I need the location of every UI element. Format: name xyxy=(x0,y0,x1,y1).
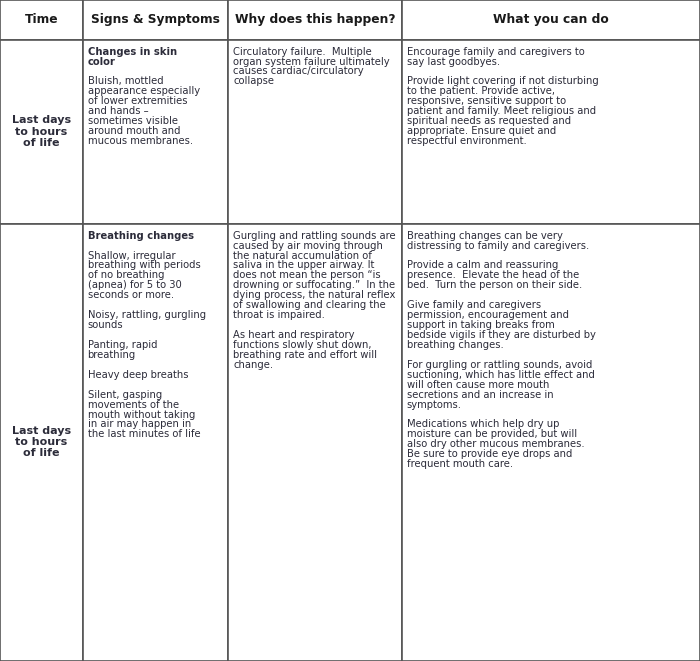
Text: the natural accumulation of: the natural accumulation of xyxy=(233,251,372,260)
Text: bedside vigils if they are disturbed by: bedside vigils if they are disturbed by xyxy=(407,330,596,340)
Text: Shallow, irregular: Shallow, irregular xyxy=(88,251,175,260)
Text: permission, encouragement and: permission, encouragement and xyxy=(407,310,568,320)
Text: respectful environment.: respectful environment. xyxy=(407,136,526,146)
Text: symptoms.: symptoms. xyxy=(407,400,462,410)
Text: Last days: Last days xyxy=(12,116,71,126)
Text: of life: of life xyxy=(23,448,60,458)
Text: appropriate. Ensure quiet and: appropriate. Ensure quiet and xyxy=(407,126,556,136)
Text: of no breathing: of no breathing xyxy=(88,270,164,280)
Bar xyxy=(83,0,228,40)
Text: Circulatory failure.  Multiple: Circulatory failure. Multiple xyxy=(233,46,372,57)
Text: throat is impaired.: throat is impaired. xyxy=(233,310,325,320)
Bar xyxy=(83,40,228,224)
Text: Last days: Last days xyxy=(12,426,71,436)
Text: also dry other mucous membranes.: also dry other mucous membranes. xyxy=(407,440,584,449)
Text: sounds: sounds xyxy=(88,320,123,330)
Text: breathing: breathing xyxy=(88,350,136,360)
Text: sometimes visible: sometimes visible xyxy=(88,116,178,126)
Text: to hours: to hours xyxy=(15,126,67,137)
Bar xyxy=(228,40,402,224)
Text: in air may happen in: in air may happen in xyxy=(88,420,190,430)
Text: does not mean the person “is: does not mean the person “is xyxy=(233,270,381,280)
Text: patient and family. Meet religious and: patient and family. Meet religious and xyxy=(407,106,596,116)
Text: color: color xyxy=(88,57,116,67)
Text: What you can do: What you can do xyxy=(493,13,609,26)
Text: Medications which help dry up: Medications which help dry up xyxy=(407,420,559,430)
Text: Provide light covering if not disturbing: Provide light covering if not disturbing xyxy=(407,77,598,87)
Text: causes cardiac/circulatory: causes cardiac/circulatory xyxy=(233,67,364,77)
Text: frequent mouth care.: frequent mouth care. xyxy=(407,459,513,469)
Text: Breathing changes can be very: Breathing changes can be very xyxy=(407,231,563,241)
Text: collapse: collapse xyxy=(233,77,274,87)
Text: breathing changes.: breathing changes. xyxy=(407,340,503,350)
Text: mouth without taking: mouth without taking xyxy=(88,410,195,420)
Text: Gurgling and rattling sounds are: Gurgling and rattling sounds are xyxy=(233,231,396,241)
Text: mucous membranes.: mucous membranes. xyxy=(88,136,192,146)
Text: spiritual needs as requested and: spiritual needs as requested and xyxy=(407,116,570,126)
Text: Bluish, mottled: Bluish, mottled xyxy=(88,77,163,87)
Text: of life: of life xyxy=(23,137,60,147)
Text: distressing to family and caregivers.: distressing to family and caregivers. xyxy=(407,241,589,251)
Text: drowning or suffocating.”  In the: drowning or suffocating.” In the xyxy=(233,280,396,290)
Text: Heavy deep breaths: Heavy deep breaths xyxy=(88,369,188,380)
Text: change.: change. xyxy=(233,360,273,370)
Text: Breathing changes: Breathing changes xyxy=(88,231,193,241)
Text: Noisy, rattling, gurgling: Noisy, rattling, gurgling xyxy=(88,310,206,320)
Text: to hours: to hours xyxy=(15,437,67,447)
Text: responsive, sensitive support to: responsive, sensitive support to xyxy=(407,97,566,106)
Text: Be sure to provide eye drops and: Be sure to provide eye drops and xyxy=(407,449,572,459)
Text: will often cause more mouth: will often cause more mouth xyxy=(407,379,549,390)
Text: support in taking breaks from: support in taking breaks from xyxy=(407,320,554,330)
Text: bed.  Turn the person on their side.: bed. Turn the person on their side. xyxy=(407,280,582,290)
Bar xyxy=(0,0,83,40)
Text: moisture can be provided, but will: moisture can be provided, but will xyxy=(407,430,577,440)
Text: (apnea) for 5 to 30: (apnea) for 5 to 30 xyxy=(88,280,181,290)
Text: say last goodbyes.: say last goodbyes. xyxy=(407,57,500,67)
Text: of lower extremities: of lower extremities xyxy=(88,97,187,106)
Text: appearance especially: appearance especially xyxy=(88,87,200,97)
Text: seconds or more.: seconds or more. xyxy=(88,290,174,300)
Text: Changes in skin: Changes in skin xyxy=(88,46,176,57)
Text: of swallowing and clearing the: of swallowing and clearing the xyxy=(233,300,386,310)
Text: to the patient. Provide active,: to the patient. Provide active, xyxy=(407,87,554,97)
Bar xyxy=(402,224,700,661)
Text: functions slowly shut down,: functions slowly shut down, xyxy=(233,340,372,350)
Text: Time: Time xyxy=(25,13,58,26)
Text: breathing with periods: breathing with periods xyxy=(88,260,200,270)
Text: the last minutes of life: the last minutes of life xyxy=(88,430,200,440)
Text: organ system failure ultimately: organ system failure ultimately xyxy=(233,57,390,67)
Text: As heart and respiratory: As heart and respiratory xyxy=(233,330,355,340)
Text: saliva in the upper airway. It: saliva in the upper airway. It xyxy=(233,260,374,270)
Bar xyxy=(228,0,402,40)
Text: dying process, the natural reflex: dying process, the natural reflex xyxy=(233,290,396,300)
Text: movements of the: movements of the xyxy=(88,400,178,410)
Bar xyxy=(83,224,228,661)
Text: Provide a calm and reassuring: Provide a calm and reassuring xyxy=(407,260,558,270)
Text: Panting, rapid: Panting, rapid xyxy=(88,340,157,350)
Text: Silent, gasping: Silent, gasping xyxy=(88,390,162,400)
Text: secretions and an increase in: secretions and an increase in xyxy=(407,390,553,400)
Text: and hands –: and hands – xyxy=(88,106,148,116)
Text: Encourage family and caregivers to: Encourage family and caregivers to xyxy=(407,46,584,57)
Bar xyxy=(228,224,402,661)
Text: suctioning, which has little effect and: suctioning, which has little effect and xyxy=(407,369,594,380)
Text: Signs & Symptoms: Signs & Symptoms xyxy=(91,13,220,26)
Text: Why does this happen?: Why does this happen? xyxy=(234,13,395,26)
Text: presence.  Elevate the head of the: presence. Elevate the head of the xyxy=(407,270,579,280)
Text: around mouth and: around mouth and xyxy=(88,126,180,136)
Bar xyxy=(402,0,700,40)
Text: Give family and caregivers: Give family and caregivers xyxy=(407,300,541,310)
Text: For gurgling or rattling sounds, avoid: For gurgling or rattling sounds, avoid xyxy=(407,360,592,370)
Bar xyxy=(0,224,83,661)
Text: breathing rate and effort will: breathing rate and effort will xyxy=(233,350,377,360)
Bar xyxy=(402,40,700,224)
Text: caused by air moving through: caused by air moving through xyxy=(233,241,383,251)
Bar xyxy=(0,40,83,224)
